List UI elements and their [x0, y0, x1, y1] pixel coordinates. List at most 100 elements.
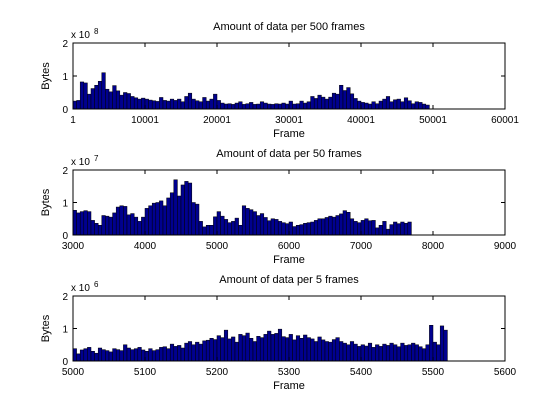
bar	[400, 342, 405, 362]
bar	[79, 211, 85, 236]
bar	[144, 98, 149, 110]
bar	[191, 344, 196, 362]
y-tick-label: 0	[62, 105, 68, 116]
bar	[238, 101, 243, 110]
bar	[231, 221, 236, 236]
bar	[403, 97, 409, 110]
exponent-label: x 10	[71, 30, 90, 41]
bar	[281, 102, 286, 110]
bar	[126, 214, 131, 236]
bar	[429, 325, 434, 362]
bar	[72, 348, 77, 362]
bar	[209, 98, 214, 110]
bar	[331, 216, 337, 236]
chart-title: Amount of data per 50 frames	[216, 148, 362, 160]
bar	[234, 341, 239, 362]
bar	[180, 184, 185, 236]
bar	[303, 223, 308, 236]
bar	[76, 353, 81, 362]
bar	[105, 88, 110, 110]
bar	[105, 215, 110, 236]
bar	[162, 100, 167, 110]
bar	[375, 227, 380, 236]
bar	[360, 220, 365, 236]
bar	[245, 103, 250, 110]
x-tick-label: 40001	[347, 115, 375, 126]
x-tick-label: 5000	[62, 367, 85, 378]
bar	[346, 344, 351, 362]
bar	[421, 103, 427, 110]
bar	[195, 341, 200, 362]
bar	[216, 335, 221, 362]
bar	[79, 81, 85, 110]
bar	[310, 221, 315, 236]
x-tick-label: 5100	[134, 367, 157, 378]
x-tick-label: 6000	[278, 241, 301, 252]
bar	[83, 348, 88, 362]
x-tick-label: 5400	[350, 367, 373, 378]
bar	[313, 220, 319, 236]
bar	[299, 224, 304, 236]
bar	[137, 98, 142, 110]
bar	[339, 213, 344, 236]
bar	[324, 217, 329, 236]
bar	[205, 100, 211, 110]
x-tick-label: 20001	[203, 115, 231, 126]
bar	[94, 84, 99, 110]
bar	[335, 215, 340, 236]
bar	[432, 341, 437, 362]
bar	[378, 100, 383, 110]
bar	[335, 337, 340, 362]
bar	[375, 103, 380, 110]
bar	[439, 325, 445, 362]
bar	[414, 344, 419, 362]
bar	[231, 104, 236, 110]
bar	[310, 96, 315, 110]
bar	[256, 336, 261, 362]
bar	[256, 103, 261, 110]
y-tick-label: 0	[62, 231, 68, 242]
bar	[349, 93, 355, 110]
exponent-power: 6	[94, 280, 99, 289]
bar	[393, 221, 398, 236]
x-tick-label: 5200	[206, 367, 229, 378]
bar	[97, 347, 103, 362]
bar	[108, 351, 113, 362]
bar	[202, 226, 207, 236]
bar	[371, 101, 376, 110]
bar	[238, 334, 243, 362]
x-tick-label: 60001	[491, 115, 519, 126]
bar	[292, 339, 297, 362]
bar	[331, 339, 337, 362]
bar	[191, 98, 196, 110]
x-tick-label: 5500	[422, 367, 445, 378]
bar	[227, 338, 232, 362]
bar	[108, 216, 113, 236]
bar	[407, 344, 412, 362]
bar	[353, 343, 358, 362]
bar	[364, 345, 369, 362]
bar	[115, 349, 121, 362]
bar	[285, 223, 290, 236]
bar	[137, 347, 142, 362]
bar	[101, 349, 106, 362]
bar	[184, 96, 189, 110]
bar	[371, 220, 376, 236]
x-tick-label: 3000	[62, 241, 85, 252]
bar	[360, 102, 365, 110]
bar	[173, 100, 178, 110]
bar	[263, 334, 268, 362]
bar	[389, 224, 394, 236]
bar	[245, 208, 250, 236]
bar	[436, 344, 441, 362]
bar	[346, 87, 351, 110]
bar	[97, 225, 103, 236]
chart-title: Amount of data per 500 frames	[213, 21, 365, 33]
bar	[367, 342, 373, 362]
bar	[299, 338, 304, 362]
bar	[382, 221, 387, 236]
bar	[249, 338, 254, 362]
y-tick-label: 1	[62, 199, 68, 210]
x-tick-label: 5600	[494, 367, 517, 378]
